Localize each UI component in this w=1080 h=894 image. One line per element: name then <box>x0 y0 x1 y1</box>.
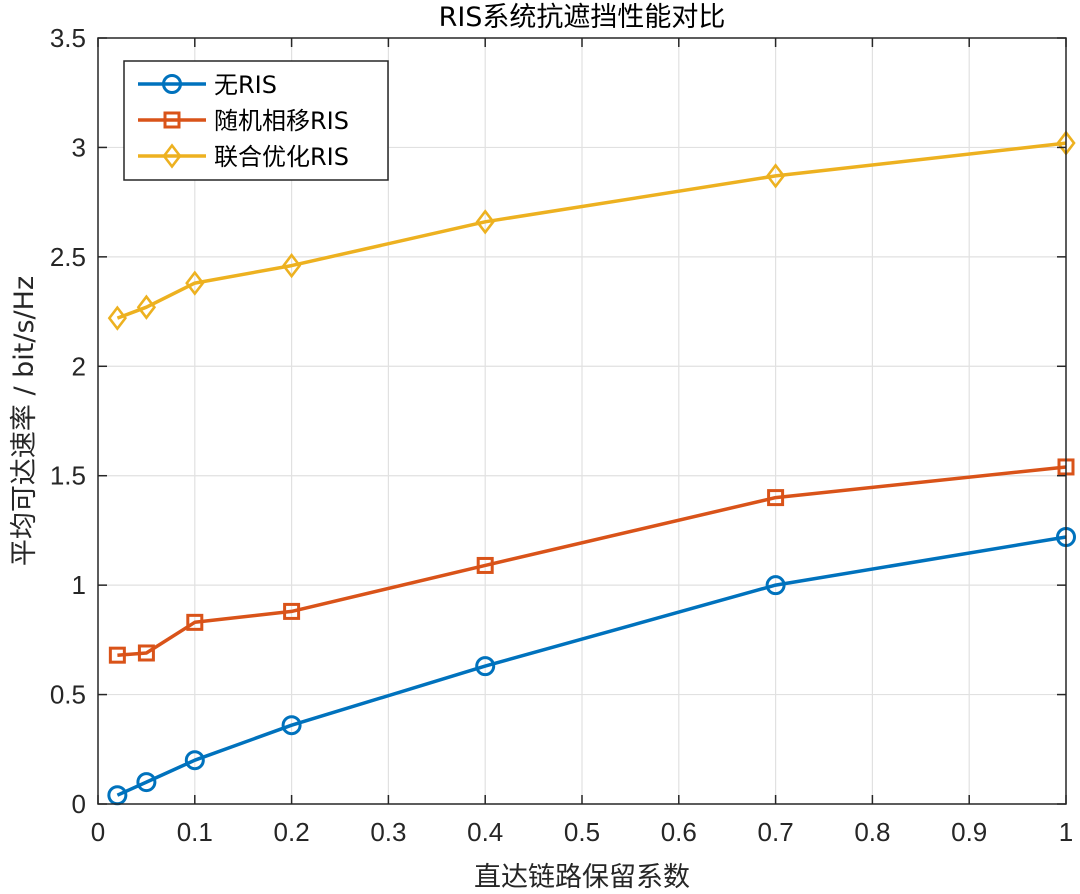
data-point-square <box>108 646 126 664</box>
y-axis-label: 平均可达速率 / bit/s/Hz <box>9 276 40 566</box>
data-point-square <box>186 613 204 631</box>
data-point-diamond <box>107 305 127 331</box>
data-point-square <box>476 556 494 574</box>
legend-label: 无RIS <box>214 71 277 99</box>
data-point-circle <box>281 715 302 736</box>
x-tick-label: 0.1 <box>177 817 213 847</box>
x-tick-label: 1 <box>1059 817 1073 847</box>
y-tick-label: 3 <box>72 132 86 162</box>
x-tick-label: 0 <box>91 817 105 847</box>
legend-label: 随机相移RIS <box>214 107 349 135</box>
data-point-diamond <box>765 163 786 189</box>
series-line <box>117 465 1067 657</box>
legend: 无RIS 随机相移RIS 联合优化RIS <box>123 60 389 181</box>
legend-marker-square <box>163 111 181 129</box>
chart-title: RIS系统抗遮挡性能对比 <box>439 2 726 33</box>
y-tick-label: 2.5 <box>50 242 86 272</box>
x-axis-label: 直达链路保留系数 <box>474 862 690 893</box>
data-point-diamond <box>136 294 157 320</box>
y-tick-label: 0 <box>72 789 86 819</box>
y-tick-label: 3.5 <box>50 23 86 53</box>
y-tick-label: 1 <box>72 570 86 600</box>
data-point-circle <box>184 750 205 771</box>
x-tick-label: 0.7 <box>758 817 794 847</box>
data-point-square <box>283 602 301 620</box>
legend-entry: 无RIS <box>138 71 277 99</box>
data-point-square <box>137 644 155 662</box>
series-line <box>116 141 1067 320</box>
data-point-circle <box>475 656 496 677</box>
y-tick-label: 0.5 <box>50 680 86 710</box>
data-point-diamond <box>475 209 495 235</box>
x-tick-label: 0.5 <box>564 817 600 847</box>
series-3 <box>107 130 1076 331</box>
data-point-circle <box>765 575 786 596</box>
y-tick-label: 1.5 <box>50 461 86 491</box>
series-layer <box>107 130 1076 806</box>
series-line <box>116 535 1067 797</box>
x-tick-label: 0.3 <box>370 817 406 847</box>
legend-label: 联合优化RIS <box>214 143 349 171</box>
x-tick-label: 0.6 <box>661 817 697 847</box>
series-2 <box>108 458 1075 664</box>
data-point-square <box>767 489 785 507</box>
legend-entry: 联合优化RIS <box>138 143 349 171</box>
legend-entry: 随机相移RIS <box>138 107 349 135</box>
data-point-circle <box>136 772 157 793</box>
data-point-diamond <box>281 252 302 279</box>
x-tick-label: 0.2 <box>274 817 310 847</box>
y-tick-label: 2 <box>72 351 86 381</box>
x-tick-label: 0.4 <box>467 817 503 847</box>
x-tick-label: 0.9 <box>951 817 987 847</box>
axis-ticks: 0 0.1 0.2 0.3 0.4 0.5 0.6 0.7 0.8 0.9 1 0 0.5 1 1.5 2 2.… <box>50 23 1073 847</box>
legend-marker-circle <box>162 74 182 94</box>
legend-marker-diamond <box>162 143 182 169</box>
x-tick-label: 0.8 <box>854 817 890 847</box>
data-point-diamond <box>185 270 205 296</box>
